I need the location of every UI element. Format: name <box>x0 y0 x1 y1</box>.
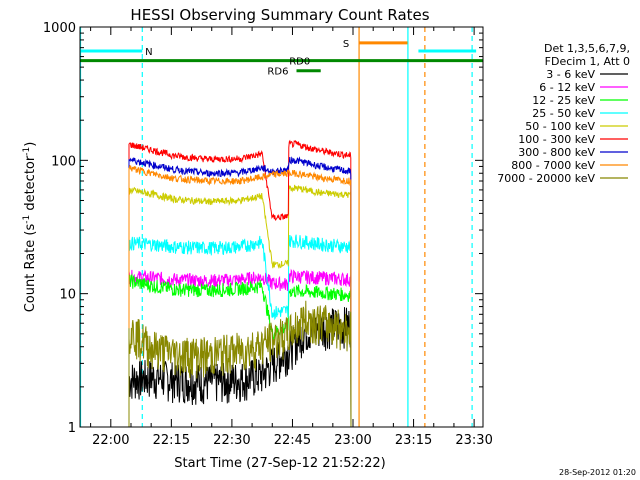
flag-label-rd0: RD0 <box>289 57 310 68</box>
x-tick-label: 23:30 <box>455 433 492 448</box>
vertical-markers <box>79 27 473 427</box>
x-tick-label: 23:15 <box>395 433 432 448</box>
legend-entry-800-7000-kev: 800 - 7000 keV <box>511 159 595 172</box>
legend-entry-12-25-kev: 12 - 25 keV <box>532 94 595 107</box>
x-axis: 22:00 22:15 22:30 22:45 23:00 23:15 23:30 <box>90 27 493 448</box>
legend-header-2: FDecim 1, Att 0 <box>545 55 630 68</box>
series-line-300-800-kev <box>128 156 352 428</box>
x-tick-label: 22:15 <box>153 433 190 448</box>
timestamp: 28-Sep-2012 01:20 <box>559 468 636 477</box>
y-axis-label-sup2: -1 <box>22 147 32 156</box>
y-axis-label: Count Rate (s-1 detector-1) <box>22 142 38 313</box>
legend-header-1: Det 1,3,5,6,7,9, <box>544 42 630 55</box>
chart-title: HESSI Observing Summary Count Rates <box>130 6 429 24</box>
legend-entry-6-12-kev: 6 - 12 keV <box>539 81 595 94</box>
y-tick-label: 1000 <box>43 21 76 36</box>
series-lines <box>128 139 352 428</box>
y-axis-label-main: Count Rate (s <box>23 224 38 313</box>
y-axis-label-end: ) <box>23 142 38 147</box>
x-tick-label: 23:00 <box>334 433 371 448</box>
legend-entry-25-50-kev: 25 - 50 keV <box>532 107 595 120</box>
y-tick-label: 1 <box>68 421 76 436</box>
series-line-12-25-kev <box>128 273 352 428</box>
x-axis-label: Start Time (27-Sep-12 21:52:22) <box>174 456 385 471</box>
y-axis-label-sup1: -1 <box>22 215 32 224</box>
legend: Det 1,3,5,6,7,9, FDecim 1, Att 0 3 - 6 k… <box>497 42 630 185</box>
y-axis-label-mid: detector <box>23 155 38 215</box>
series-line-50-100-kev <box>128 184 352 428</box>
series-line-800-7000-kev <box>128 165 352 428</box>
legend-entry-100-300-kev: 100 - 300 keV <box>518 133 595 146</box>
series-line-25-50-kev <box>128 234 352 428</box>
flag-label-n: N <box>145 47 152 58</box>
plot-frame <box>79 26 484 428</box>
legend-entry-3-6-kev: 3 - 6 keV <box>546 68 595 81</box>
x-tick-label: 22:45 <box>274 433 311 448</box>
series-line-7000-20000-kev <box>128 300 352 428</box>
legend-entry-7000-20000-kev: 7000 - 20000 keV <box>497 172 595 185</box>
series-line-100-300-kev <box>128 139 352 428</box>
legend-entry-50-100-kev: 50 - 100 keV <box>525 120 595 133</box>
y-axis: 1 10 100 1000 <box>43 21 483 436</box>
x-tick-label: 22:00 <box>92 433 129 448</box>
flag-label-rd6: RD6 <box>267 67 288 78</box>
legend-entry-300-800-kev: 300 - 800 keV <box>518 146 595 159</box>
flag-label-s: S <box>343 39 349 50</box>
x-tick-label: 22:30 <box>213 433 250 448</box>
y-tick-label: 10 <box>59 288 76 303</box>
y-tick-label: 100 <box>51 154 76 169</box>
